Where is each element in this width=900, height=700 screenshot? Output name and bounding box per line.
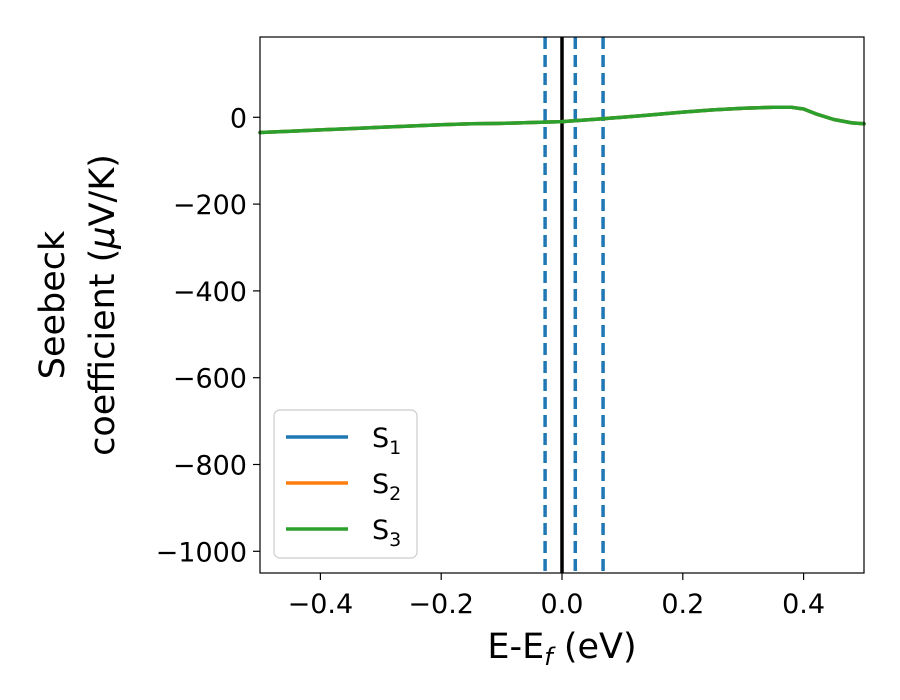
y-tick-label: −1000	[156, 537, 247, 568]
legend-label-s1: S1	[372, 423, 401, 459]
y-tick-label: −800	[173, 450, 247, 481]
reference-lines	[543, 37, 605, 573]
series-lines	[258, 105, 866, 135]
x-axis-ticks: −0.4 −0.2 0.0 0.2 0.4	[288, 573, 825, 620]
y-tick-label: −400	[173, 277, 247, 308]
y-tick-label: −600	[173, 364, 247, 395]
x-axis-label: E-Ef (eV)	[487, 627, 636, 671]
legend-label-s3: S3	[372, 515, 401, 551]
x-tick-label: 0.4	[782, 589, 825, 620]
y-axis-ticks: 0 −200 −400 −600 −800 −1000	[156, 103, 260, 568]
x-tick-label: 0.2	[661, 589, 704, 620]
x-tick-label: −0.2	[408, 589, 474, 620]
y-axis-label: Seebeck coefficient (μV/K)	[33, 154, 123, 456]
legend: S1 S2 S3	[273, 409, 418, 559]
y-tick-label: 0	[230, 103, 247, 134]
x-tick-label: −0.4	[288, 589, 354, 620]
y-axis-label-line2: coefficient (μV/K)	[83, 154, 123, 456]
series-line-s3	[258, 105, 866, 135]
y-tick-label: −200	[173, 190, 247, 221]
y-axis-label-line1: Seebeck	[33, 230, 73, 379]
x-tick-label: 0.0	[541, 589, 584, 620]
legend-label-s2: S2	[372, 469, 401, 505]
